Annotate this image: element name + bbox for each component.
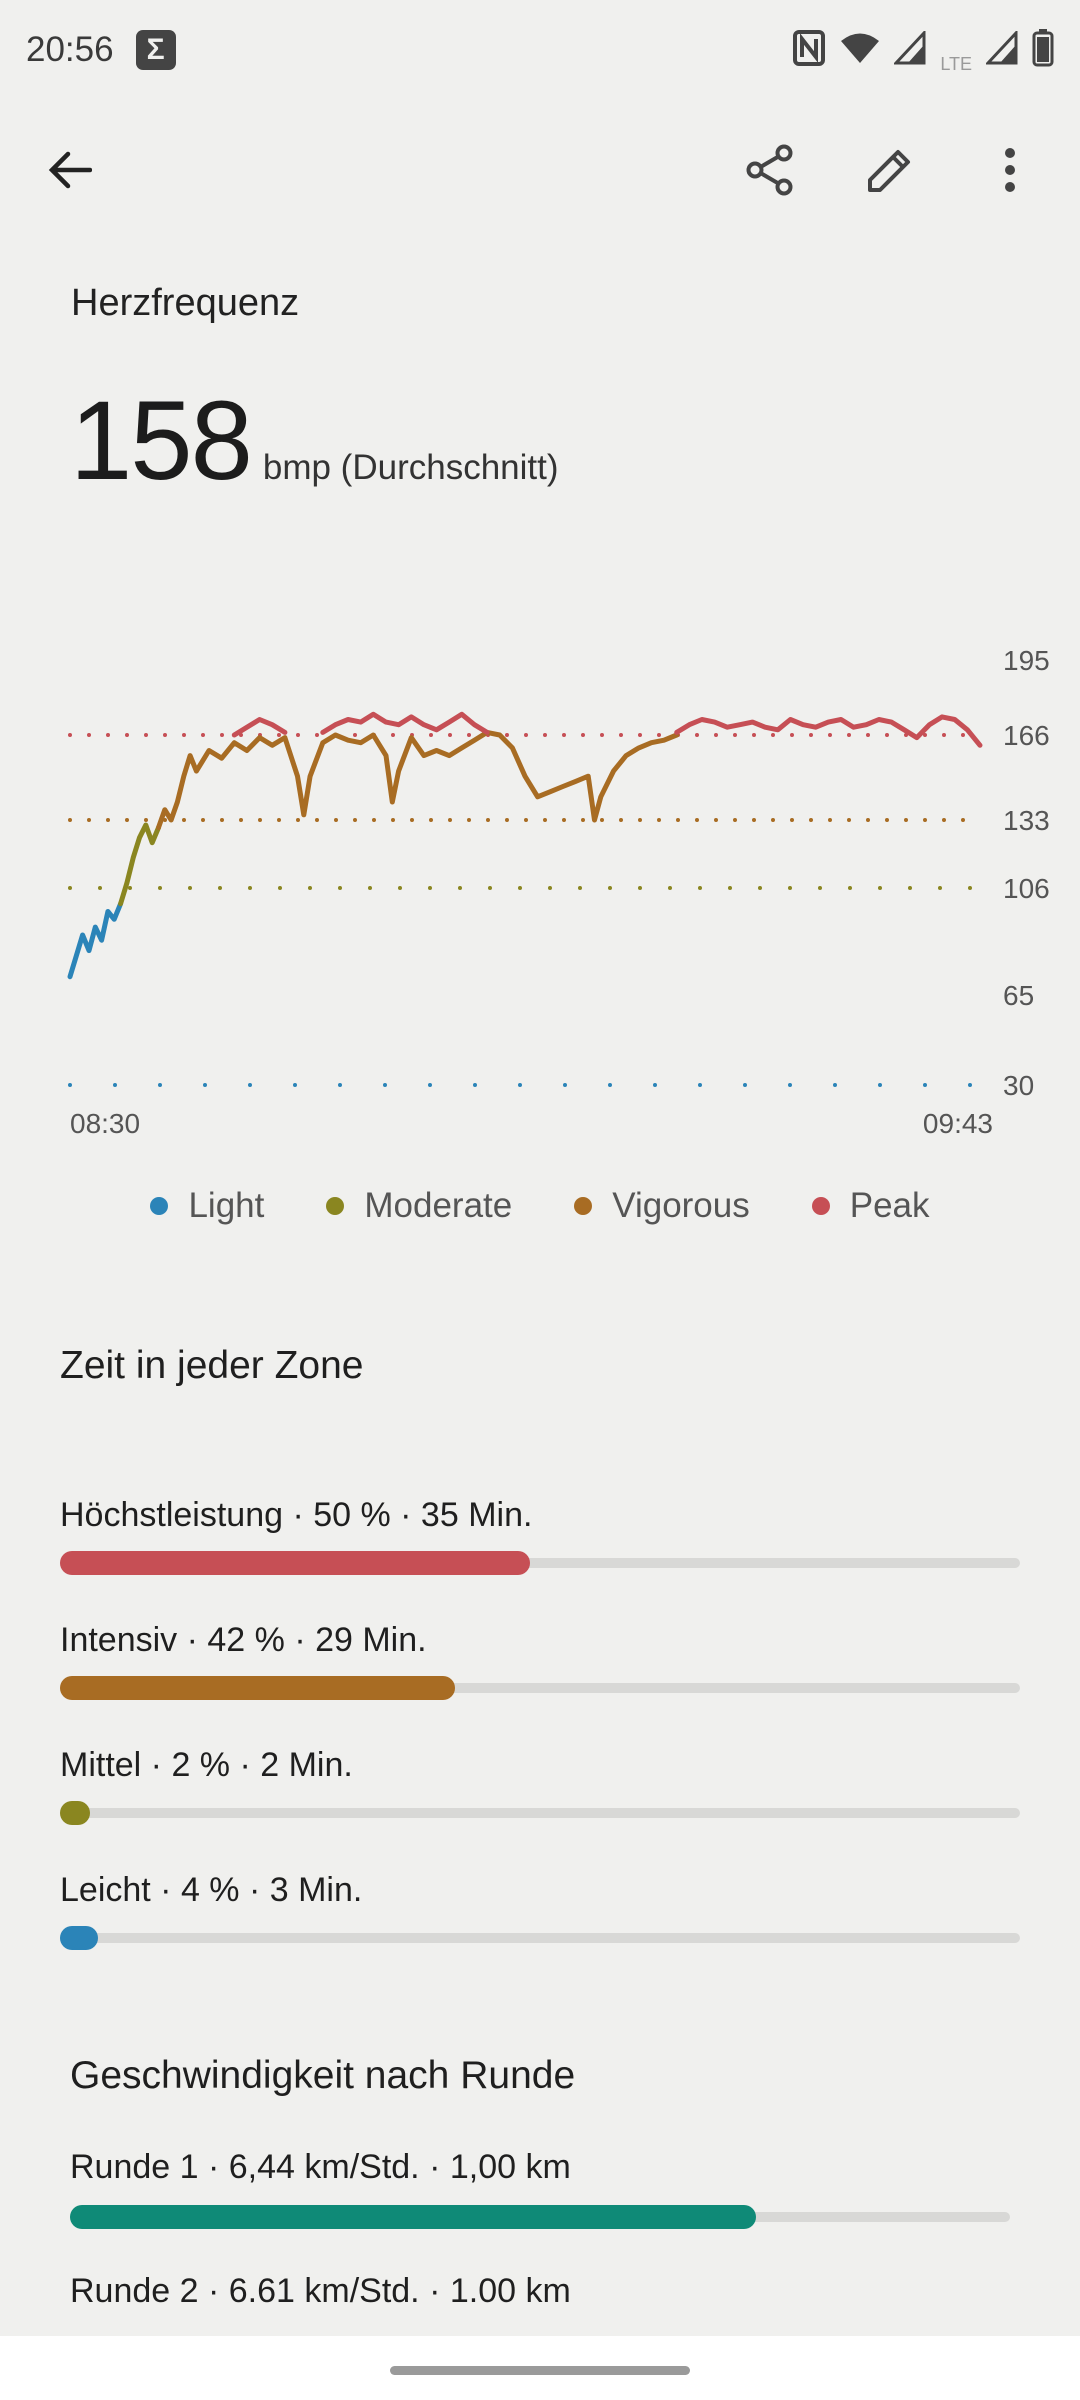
share-icon[interactable] (740, 140, 800, 200)
home-gesture-handle[interactable] (390, 2366, 690, 2375)
status-time: 20:56 (26, 30, 114, 69)
zone-progress-fill (60, 1801, 90, 1825)
lap-label: Runde 1 · 6,44 km/Std. · 1,00 km (70, 2148, 571, 2186)
edit-pencil-icon[interactable] (860, 140, 920, 200)
zone-row: Höchstleistung · 50 % · 35 Min. (60, 1496, 1020, 1575)
zone-label: Leicht · 4 % · 3 Min. (60, 1871, 363, 1909)
y-axis-ticks: 195 166 133 106 65 30 (1003, 645, 1050, 1101)
app-bar (0, 120, 1080, 220)
series-line-peak (320, 711, 490, 735)
more-vert-icon[interactable] (980, 140, 1040, 200)
legend-dot (574, 1197, 593, 1215)
legend-dot (811, 1197, 830, 1215)
lap-row: Runde 1 · 6,44 km/Std. · 1,00 km (70, 2148, 1010, 2229)
series-line-light (67, 901, 124, 980)
x-axis-ticks: 08:30 09:43 (70, 1108, 993, 1139)
zone-threshold-lines (68, 733, 982, 1087)
zone-progress-fill (60, 1551, 531, 1575)
zone-row: Intensiv · 42 % · 29 Min. (60, 1621, 1020, 1700)
zone-progress-track (60, 1801, 1020, 1825)
status-bar: 20:56 Σ LTE (0, 0, 1080, 100)
x-tick-label-start: 08:30 (70, 1108, 140, 1139)
legend-item-vigorous: Vigorous (574, 1186, 750, 1226)
network-type-label: LTE (940, 53, 972, 74)
zone-progress-fill (60, 1926, 98, 1950)
status-icons: LTE (792, 26, 1054, 75)
zone-progress-fill (60, 1676, 456, 1700)
lap-label: Runde 2 · 6.61 km/Std. · 1.00 km (70, 2272, 571, 2310)
zone-row: Leicht · 4 % · 3 Min. (60, 1871, 1020, 1950)
lap-progress-fill (70, 2205, 757, 2229)
series-line-peak (231, 717, 288, 738)
series-line-moderate (118, 822, 161, 907)
arrow-back-icon[interactable] (40, 140, 100, 200)
y-tick-label: 30 (1003, 1070, 1034, 1101)
battery-icon (1032, 28, 1054, 72)
zone-progress-track (60, 1551, 1020, 1575)
legend-dot (326, 1197, 345, 1215)
zone-row: Mittel · 2 % · 2 Min. (60, 1746, 1020, 1825)
laps-section-title: Geschwindigkeit nach Runde (70, 2054, 576, 2097)
legend-item-light: Light (150, 1186, 264, 1226)
heart-rate-unit: bmp (Durchschnitt) (262, 448, 559, 487)
legend-label: Moderate (364, 1186, 513, 1225)
zone-label: Mittel · 2 % · 2 Min. (60, 1746, 353, 1784)
navigation-bar (0, 2336, 1080, 2400)
lap-progress-track (70, 2205, 1010, 2229)
heart-rate-series (67, 711, 983, 980)
signal-lte-icon (984, 28, 1018, 70)
legend-label: Light (188, 1186, 265, 1225)
legend-item-moderate: Moderate (326, 1186, 512, 1226)
zone-label: Höchstleistung · 50 % · 35 Min. (60, 1496, 533, 1534)
y-tick-label: 65 (1003, 980, 1034, 1011)
zone-progress-track (60, 1676, 1020, 1700)
series-line-vigorous (156, 729, 680, 831)
zone-progress-track (60, 1926, 1020, 1950)
sigma-icon: Σ (135, 30, 176, 70)
lap-row: Runde 2 · 6.61 km/Std. · 1.00 km (70, 2272, 1010, 2316)
signal-icon (892, 28, 926, 70)
x-tick-label-end: 09:43 (923, 1108, 993, 1139)
zones-section-title: Zeit in jeder Zone (60, 1344, 364, 1387)
heart-rate-chart: 195 166 133 106 65 30 08:30 09:43 (67, 645, 1050, 1139)
legend-label: Vigorous (612, 1186, 750, 1225)
legend-dot (150, 1197, 169, 1215)
legend-label: Peak (849, 1186, 930, 1225)
nfc-icon (792, 29, 826, 72)
wifi-icon (840, 32, 880, 69)
series-line-peak (674, 714, 983, 748)
y-tick-label: 106 (1003, 873, 1050, 904)
heart-rate-average: 158 bmp (Durchschnitt) (70, 385, 559, 497)
chart-legend: Light Moderate Vigorous Peak (0, 1186, 1080, 1226)
y-tick-label: 133 (1003, 805, 1050, 836)
y-tick-label: 166 (1003, 720, 1050, 751)
zone-label: Intensiv · 42 % · 29 Min. (60, 1621, 427, 1659)
heart-rate-value: 158 (70, 378, 253, 503)
heart-rate-title: Herzfrequenz (71, 282, 300, 324)
legend-item-peak: Peak (811, 1186, 930, 1226)
y-tick-label: 195 (1003, 645, 1050, 676)
